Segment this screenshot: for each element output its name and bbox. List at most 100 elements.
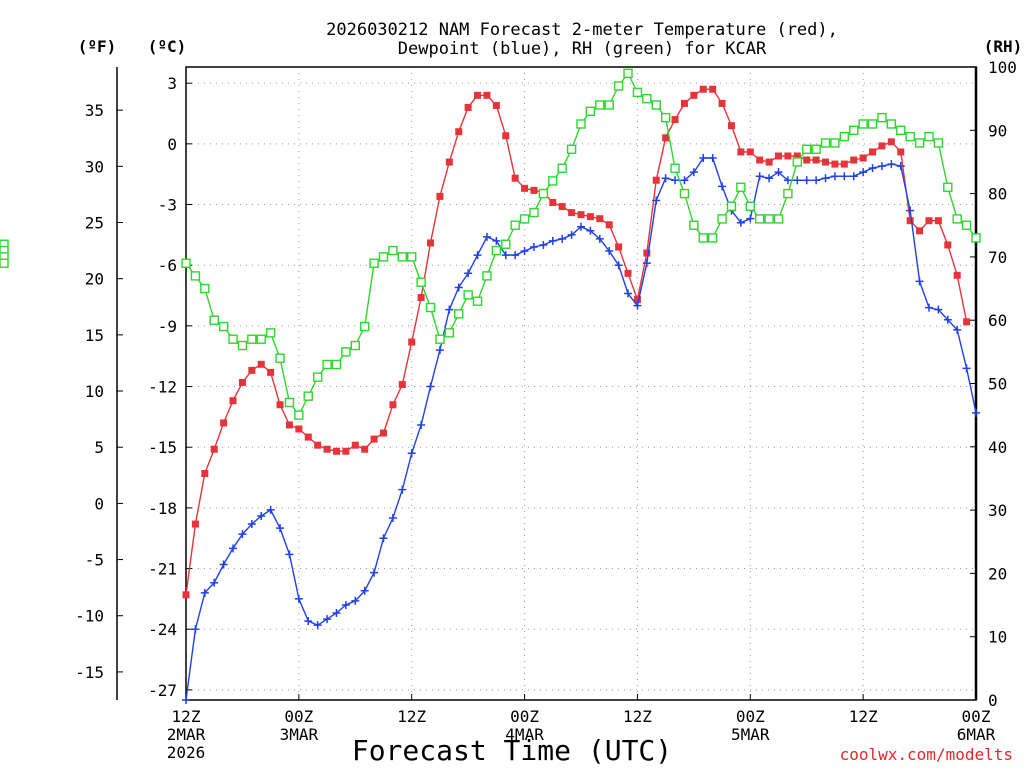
dewpoint-point <box>341 600 350 609</box>
dewpoint-point <box>435 346 444 355</box>
dewpoint-point <box>276 524 285 533</box>
temperature-point <box>464 103 472 111</box>
temperature-point <box>727 122 735 130</box>
rh-tick-label: 80 <box>988 185 1007 204</box>
dewpoint-point <box>896 162 905 171</box>
rh-point <box>961 220 972 230</box>
axis-tick-labels: 30-3-6-9-12-15-18-21-24-2735302520151050… <box>75 58 1017 762</box>
temperature-point <box>511 174 519 182</box>
rh-point <box>529 207 539 218</box>
temperature-point <box>492 101 500 109</box>
temperature-point <box>671 116 679 124</box>
dewpoint-point <box>482 232 491 241</box>
celsius-tick-label: -21 <box>148 560 177 579</box>
temperature-point <box>680 99 688 107</box>
temperature-point <box>474 91 482 99</box>
dewpoint-point <box>445 305 454 314</box>
rh-point <box>397 252 408 262</box>
temperature-point <box>314 441 322 449</box>
celsius-tick-label: -6 <box>158 256 177 275</box>
dewpoint-point <box>360 586 369 595</box>
temperature-point <box>210 445 218 453</box>
rh-unit-label: (RH) <box>984 37 1023 56</box>
rh-point <box>811 144 821 154</box>
dewpoint-point <box>962 364 971 373</box>
rh-point <box>952 214 962 224</box>
dewpoint-point <box>765 174 774 183</box>
dewpoint-point <box>943 315 952 324</box>
temperature-point <box>963 318 971 326</box>
rh-point <box>322 359 332 370</box>
rh-tick-label: 70 <box>988 248 1007 267</box>
temperature-point <box>633 296 641 304</box>
rh-point <box>341 347 351 357</box>
temperature-point <box>502 132 510 140</box>
temperature-point <box>445 158 453 166</box>
rh-point <box>444 328 455 338</box>
x-tick-label: 3MAR <box>280 725 319 744</box>
fahrenheit-tick-label: 35 <box>85 101 104 120</box>
dewpoint-point <box>539 240 548 249</box>
temperature-point <box>417 294 425 302</box>
rh-point <box>717 214 727 224</box>
temperature-point <box>380 429 387 437</box>
dewpoint-point <box>906 206 915 215</box>
temperature-point <box>944 241 952 249</box>
dewpoint-point <box>953 325 962 334</box>
rh-point <box>726 201 737 211</box>
dewpoint-point <box>407 449 416 458</box>
dewpoint-point <box>671 176 680 185</box>
dewpoint-point <box>548 236 557 245</box>
dewpoint-point <box>840 172 849 181</box>
celsius-tick-label: -27 <box>148 681 177 700</box>
rh-point <box>181 258 191 268</box>
rh-point <box>595 100 605 110</box>
x-tick-label: 12Z <box>397 707 426 726</box>
rh-series <box>0 68 981 420</box>
x-tick-label: 12Z <box>172 707 201 726</box>
rh-point <box>623 68 633 79</box>
rh-point <box>736 182 746 192</box>
rh-point <box>200 283 210 294</box>
dewpoint-point <box>426 382 435 391</box>
dewpoint-point <box>783 176 792 185</box>
rh-point <box>557 163 567 173</box>
rh-point <box>435 334 445 344</box>
dewpoint-point <box>200 588 209 597</box>
dewpoint-point <box>802 176 811 185</box>
fahrenheit-unit-label: (ºF) <box>78 37 117 56</box>
temperature-point <box>530 186 538 194</box>
dewpoint-point <box>652 196 661 205</box>
dewpoint-point <box>294 594 303 603</box>
dewpoint-point <box>708 154 717 163</box>
dewpoint-point <box>501 251 510 260</box>
temperature-point <box>859 154 867 162</box>
dewpoint-point <box>821 174 830 183</box>
dewpoint-point <box>661 174 670 183</box>
chart-title-line-2: Dewpoint (blue), RH (green) for KCAR <box>398 39 767 59</box>
dewpoint-point <box>332 609 341 618</box>
rh-point <box>670 163 680 173</box>
temperature-point <box>869 148 877 156</box>
dewpoint-point <box>755 172 764 181</box>
temperature-point <box>746 148 754 156</box>
dewpoint-point <box>624 289 633 298</box>
rh-point <box>773 214 784 224</box>
dewpoint-point <box>718 182 727 191</box>
dewpoint-point <box>699 154 708 163</box>
fahrenheit-tick-label: 30 <box>85 157 104 176</box>
temperature-point <box>248 366 256 374</box>
fahrenheit-tick-label: 5 <box>94 438 104 457</box>
dewpoint-point <box>859 168 868 177</box>
temperature-point <box>784 152 792 160</box>
dewpoint-point <box>473 251 482 260</box>
temperature-point <box>276 401 284 409</box>
temperature-point <box>822 158 830 166</box>
rh-point <box>783 188 793 199</box>
temperature-point <box>916 227 924 235</box>
temperature-point <box>652 176 660 184</box>
dewpoint-point <box>849 172 858 181</box>
dewpoint-point <box>370 568 379 577</box>
rh-point <box>604 100 614 110</box>
rh-point <box>830 138 840 148</box>
